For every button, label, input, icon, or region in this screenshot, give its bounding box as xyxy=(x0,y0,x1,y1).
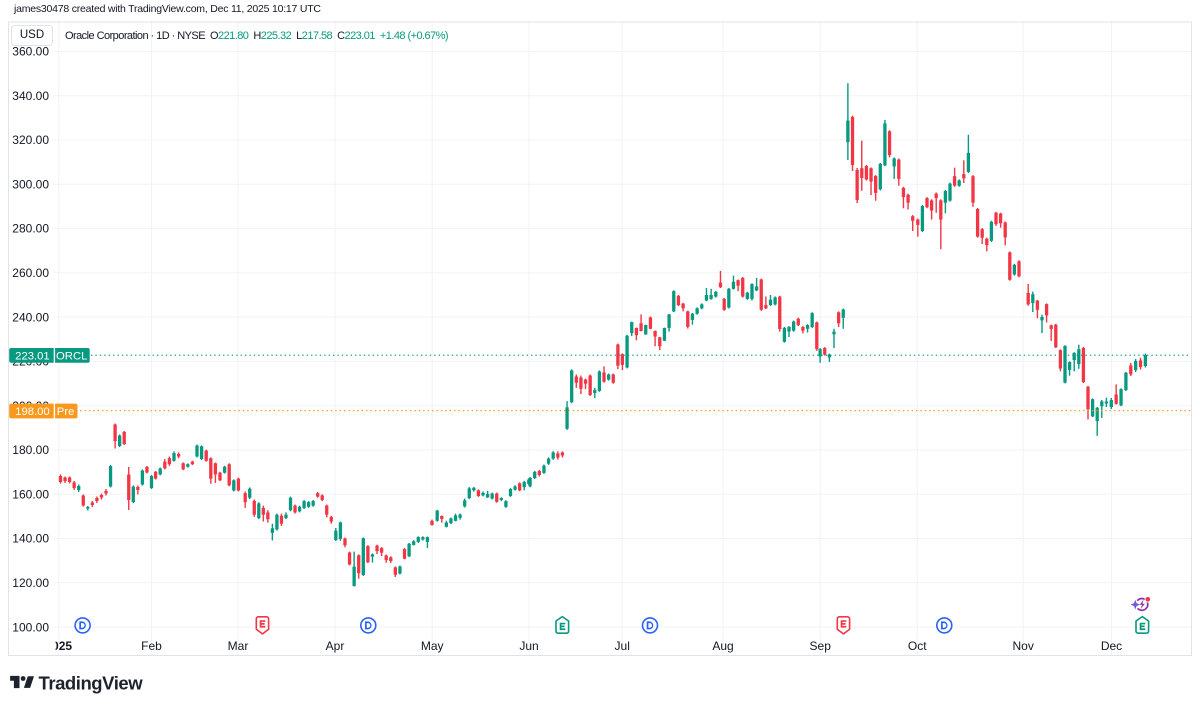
svg-text:May: May xyxy=(421,639,444,653)
svg-text:Aug: Aug xyxy=(712,639,733,653)
svg-text:Nov: Nov xyxy=(1013,639,1034,653)
svg-text:Mar: Mar xyxy=(228,639,249,653)
svg-text:Apr: Apr xyxy=(326,639,345,653)
svg-text:180.00: 180.00 xyxy=(12,443,49,457)
svg-text:140.00: 140.00 xyxy=(12,532,49,546)
svg-text:160.00: 160.00 xyxy=(12,487,49,501)
svg-text:2025: 2025 xyxy=(45,639,72,653)
svg-text:260.00: 260.00 xyxy=(12,266,49,280)
svg-text:Pre: Pre xyxy=(57,406,75,418)
svg-text:120.00: 120.00 xyxy=(12,576,49,590)
svg-text:Feb: Feb xyxy=(141,639,162,653)
svg-text:198.00: 198.00 xyxy=(15,406,50,418)
svg-text:TradingView: TradingView xyxy=(39,673,144,694)
svg-text:280.00: 280.00 xyxy=(12,222,49,236)
svg-text:ORCL: ORCL xyxy=(56,350,87,362)
svg-text:320.00: 320.00 xyxy=(12,133,49,147)
svg-text:223.01: 223.01 xyxy=(15,350,50,362)
svg-text:Jul: Jul xyxy=(615,639,630,653)
svg-text:360.00: 360.00 xyxy=(12,45,49,59)
svg-text:Sep: Sep xyxy=(810,639,832,653)
svg-text:Oct: Oct xyxy=(908,639,927,653)
svg-text:Dec: Dec xyxy=(1101,639,1122,653)
svg-text:Jun: Jun xyxy=(519,639,538,653)
svg-text:300.00: 300.00 xyxy=(12,178,49,192)
svg-text:240.00: 240.00 xyxy=(12,310,49,324)
svg-text:340.00: 340.00 xyxy=(12,89,49,103)
svg-text:100.00: 100.00 xyxy=(12,620,49,634)
